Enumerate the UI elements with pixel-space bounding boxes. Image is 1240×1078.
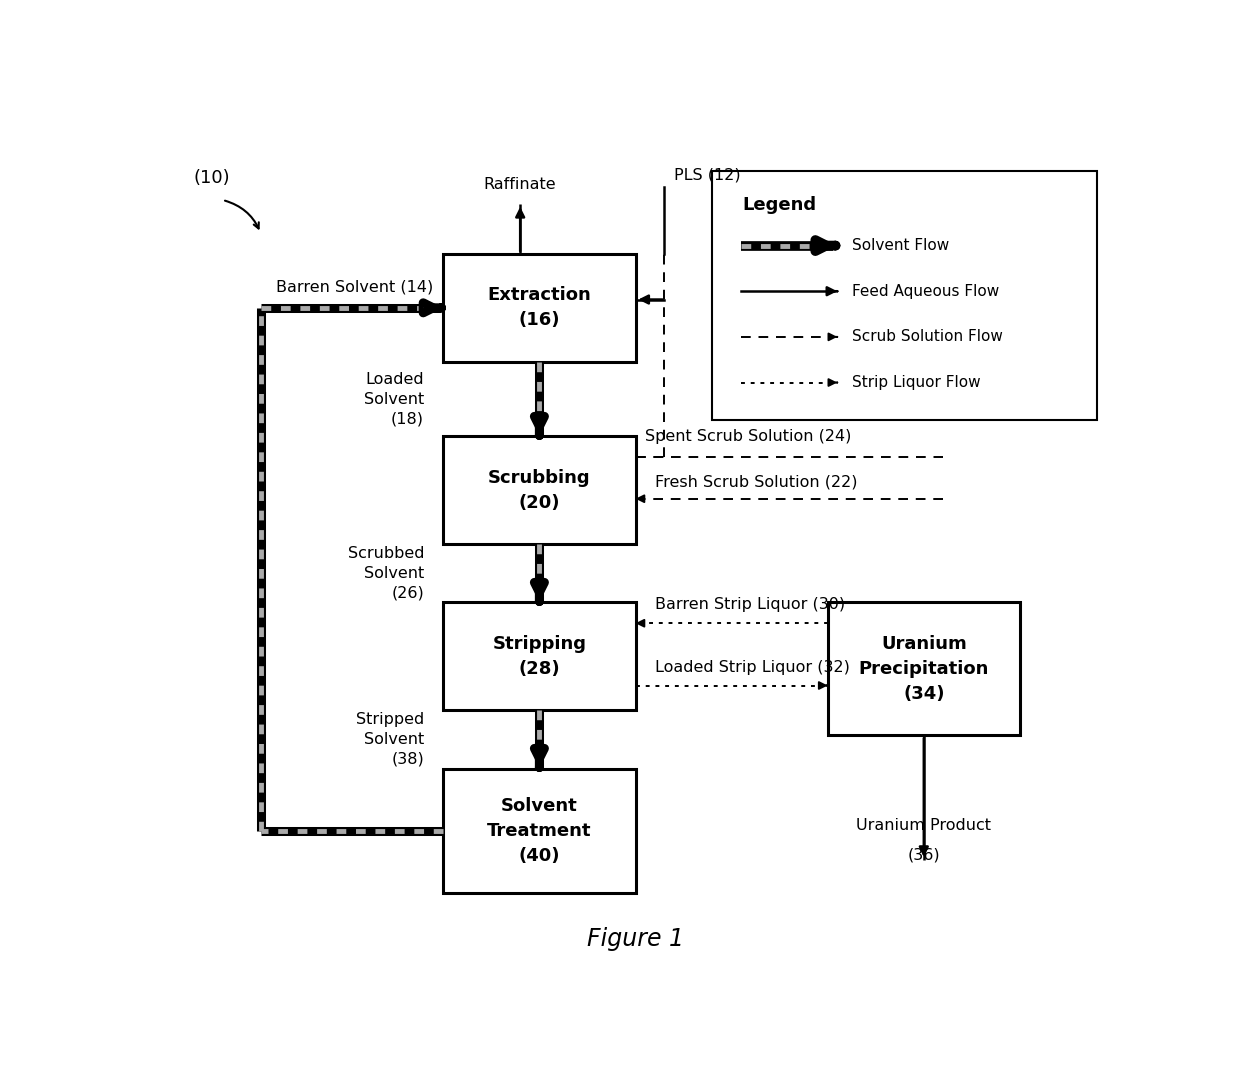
- FancyBboxPatch shape: [712, 171, 1096, 420]
- Text: Strip Liquor Flow: Strip Liquor Flow: [852, 375, 981, 390]
- Text: Scrub Solution Flow: Scrub Solution Flow: [852, 330, 1003, 344]
- Text: PLS (12): PLS (12): [675, 167, 740, 182]
- Text: Fresh Scrub Solution (22): Fresh Scrub Solution (22): [655, 474, 857, 489]
- Text: Loaded Strip Liquor (32): Loaded Strip Liquor (32): [655, 660, 849, 675]
- Text: Barren Solvent (14): Barren Solvent (14): [277, 279, 434, 294]
- Text: Legend: Legend: [743, 196, 817, 213]
- Text: Figure 1: Figure 1: [587, 927, 684, 951]
- Text: (36): (36): [908, 847, 940, 862]
- Text: Scrubbed
Solvent
(26): Scrubbed Solvent (26): [347, 547, 424, 600]
- FancyBboxPatch shape: [444, 437, 635, 544]
- FancyBboxPatch shape: [828, 603, 1019, 735]
- Text: Spent Scrub Solution (24): Spent Scrub Solution (24): [645, 429, 852, 444]
- Text: (10): (10): [193, 169, 231, 188]
- Text: Loaded
Solvent
(18): Loaded Solvent (18): [363, 372, 424, 427]
- Text: Solvent
Treatment
(40): Solvent Treatment (40): [487, 797, 591, 865]
- Text: Extraction
(16): Extraction (16): [487, 287, 591, 329]
- Text: Uranium Product: Uranium Product: [857, 818, 991, 833]
- FancyBboxPatch shape: [444, 769, 635, 893]
- Text: Scrubbing
(20): Scrubbing (20): [489, 469, 590, 512]
- Text: Solvent Flow: Solvent Flow: [852, 238, 949, 253]
- Text: Barren Strip Liquor (30): Barren Strip Liquor (30): [655, 597, 844, 612]
- FancyBboxPatch shape: [444, 254, 635, 362]
- Text: Stripping
(28): Stripping (28): [492, 635, 587, 678]
- FancyBboxPatch shape: [444, 603, 635, 710]
- Text: Stripped
Solvent
(38): Stripped Solvent (38): [356, 713, 424, 766]
- Text: Feed Aqueous Flow: Feed Aqueous Flow: [852, 284, 999, 299]
- Text: Uranium
Precipitation
(34): Uranium Precipitation (34): [858, 635, 990, 703]
- Text: Raffinate: Raffinate: [484, 177, 557, 192]
